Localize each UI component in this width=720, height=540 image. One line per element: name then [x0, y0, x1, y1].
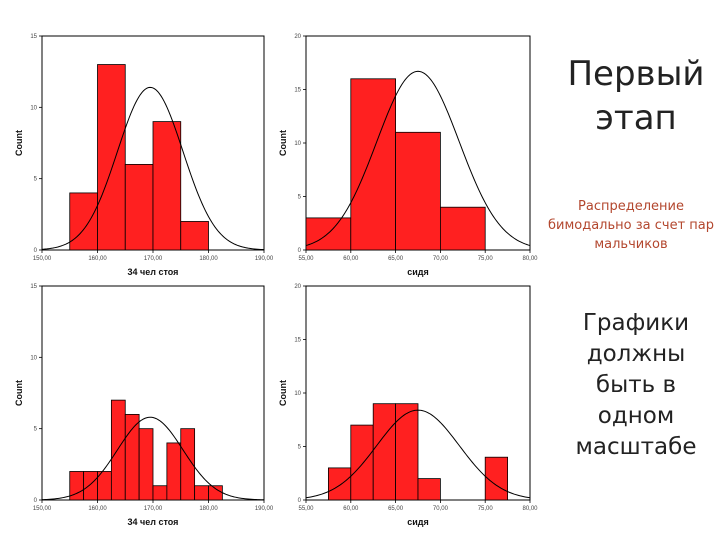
y-axis-title: Count	[14, 130, 24, 156]
x-tick-label: 70,00	[433, 506, 449, 512]
x-tick-label: 70,00	[433, 256, 449, 262]
histogram-bar	[152, 485, 168, 501]
histogram-bar	[69, 192, 98, 251]
y-tick-label: 15	[294, 88, 301, 94]
x-tick-label: 80,00	[522, 256, 538, 262]
x-tick-label: 55,00	[298, 506, 314, 512]
histogram-bar	[417, 478, 441, 501]
x-tick-label: 60,00	[343, 506, 359, 512]
histogram-1: 0 5 10 15 150,00 160,00 170,00 180,00 190,00 34 ч…	[14, 34, 274, 277]
histogram-bar	[83, 471, 98, 501]
y-tick-label: 10	[30, 355, 37, 361]
histogram-bar	[350, 78, 396, 251]
histogram-bar	[180, 221, 209, 251]
histogram-3: 0 5 10 15 150,00 160,00 170,00 180,00 190,00 34 ч…	[14, 284, 274, 527]
histogram-2: 0 5 10 15 20 55,00 60,00 65,00 70,00 75,00 80,00 си…	[278, 34, 538, 277]
y-tick-label: 10	[294, 391, 301, 397]
slide-title: Первый этап	[567, 54, 705, 138]
histogram-bar	[138, 428, 154, 501]
normal-curve	[41, 86, 265, 251]
histogram-bar	[166, 442, 182, 501]
x-tick-label: 190,00	[255, 256, 274, 262]
scale-note: Графики должны быть в одном масштабе	[575, 310, 697, 460]
x-tick-label: 55,00	[298, 256, 314, 262]
histogram-bar	[484, 456, 509, 501]
x-tick-label: 150,00	[33, 506, 52, 512]
histogram-bar	[124, 413, 140, 501]
histogram-bar	[124, 163, 154, 251]
y-tick-label: 0	[298, 248, 302, 254]
y-tick-label: 0	[34, 248, 38, 254]
y-tick-label: 0	[298, 498, 302, 504]
y-tick-label: 10	[30, 105, 37, 111]
x-tick-label: 60,00	[343, 256, 359, 262]
x-tick-label: 65,00	[388, 256, 404, 262]
x-tick-label: 150,00	[33, 256, 52, 262]
x-axis-title: сидя	[407, 517, 429, 527]
normal-curve	[305, 409, 531, 499]
histogram-bar	[350, 424, 374, 501]
histogram-bar	[395, 131, 441, 251]
y-tick-label: 5	[34, 177, 38, 183]
y-tick-label: 20	[294, 284, 301, 290]
x-axis-title: сидя	[407, 267, 429, 277]
histogram-bar	[208, 485, 223, 501]
histogram-bar	[110, 399, 126, 501]
x-tick-label: 75,00	[478, 506, 494, 512]
normal-curve	[305, 70, 531, 247]
histogram-bar	[152, 121, 182, 251]
normal-curve	[41, 416, 265, 501]
y-axis-title: Count	[14, 380, 24, 406]
y-axis-title: Count	[278, 130, 288, 156]
x-tick-label: 160,00	[88, 256, 107, 262]
histogram-4: 0 5 10 15 20 55,00 60,00 65,00 70,00 75,00 80,00 си…	[278, 284, 538, 527]
x-axis-title: 34 чел стоя	[128, 267, 179, 277]
x-tick-label: 170,00	[144, 506, 163, 512]
y-tick-label: 5	[298, 445, 302, 451]
histogram-bar	[395, 403, 419, 501]
histogram-bar	[194, 485, 209, 501]
histogram-bar	[439, 206, 486, 251]
x-tick-label: 80,00	[522, 506, 538, 512]
histogram-bar	[372, 403, 397, 501]
y-tick-label: 20	[294, 34, 301, 40]
x-tick-label: 75,00	[478, 256, 494, 262]
histogram-bar	[305, 217, 352, 251]
histogram-bar	[97, 64, 126, 251]
y-tick-label: 15	[30, 34, 37, 40]
x-tick-label: 170,00	[144, 256, 163, 262]
y-tick-label: 15	[294, 338, 301, 344]
bimodal-note: Распределение бимодально за счет пар мал…	[548, 199, 714, 252]
x-tick-label: 160,00	[88, 506, 107, 512]
x-tick-label: 180,00	[199, 256, 218, 262]
histogram-bar	[180, 428, 196, 501]
y-tick-label: 5	[298, 195, 302, 201]
y-tick-label: 10	[294, 141, 301, 147]
y-tick-label: 5	[34, 427, 38, 433]
histogram-bar	[327, 467, 352, 501]
x-tick-label: 65,00	[388, 506, 404, 512]
x-tick-label: 180,00	[199, 506, 218, 512]
x-axis-title: 34 чел стоя	[128, 517, 179, 527]
y-axis-title: Count	[278, 380, 288, 406]
y-tick-label: 15	[30, 284, 37, 290]
y-tick-label: 0	[34, 498, 38, 504]
x-tick-label: 190,00	[255, 506, 274, 512]
